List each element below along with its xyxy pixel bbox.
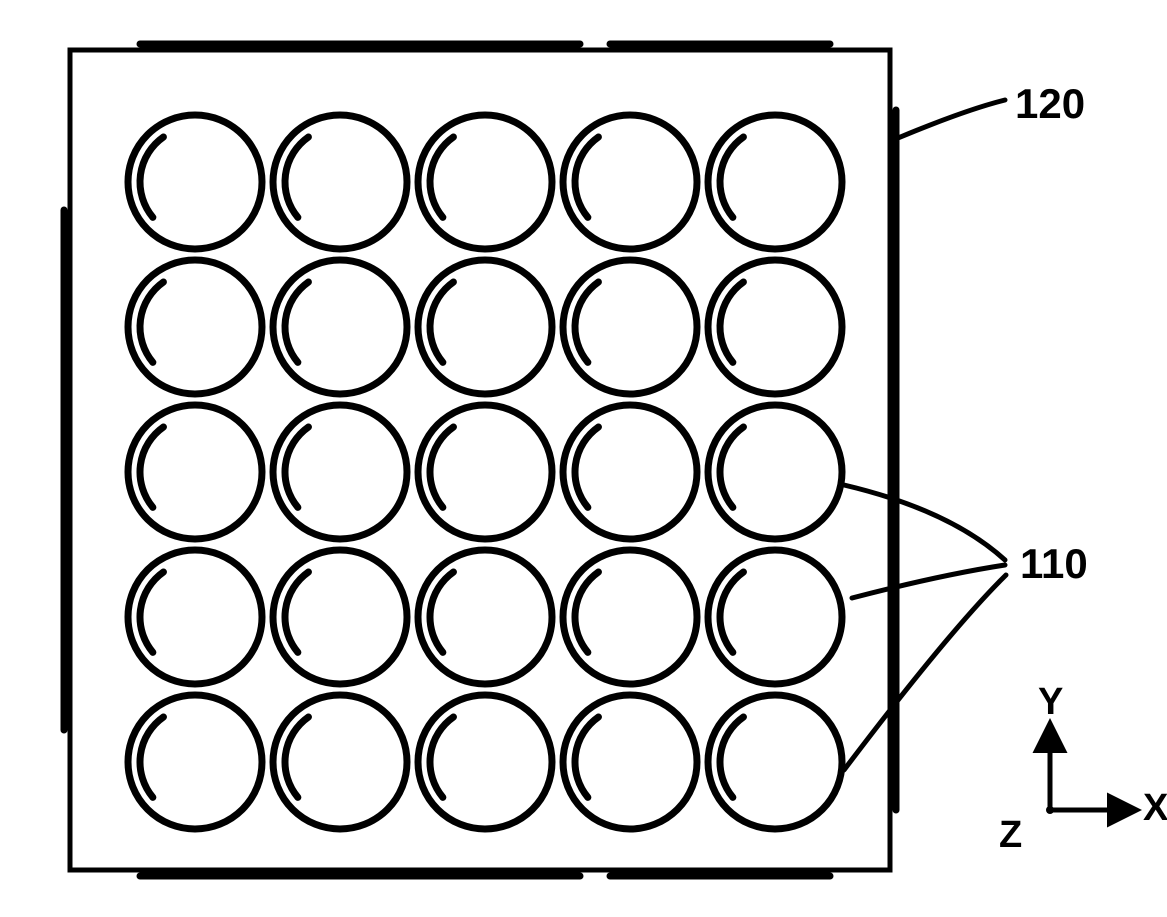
lens-highlight-arc xyxy=(430,572,453,652)
figure-canvas: 120 110 X Y Z xyxy=(20,20,1167,897)
lens-circle xyxy=(273,260,407,394)
axis-label-x: X xyxy=(1143,787,1167,830)
lens-highlight-arc xyxy=(430,137,453,217)
lens-circle xyxy=(128,550,262,684)
lens-highlight-arc xyxy=(575,282,598,362)
substrate-rect xyxy=(70,50,890,870)
lens-highlight-arc xyxy=(285,137,308,217)
lens-highlight-arc xyxy=(430,427,453,507)
callout-leader-lens-2 xyxy=(844,575,1006,770)
lens-highlight-arc xyxy=(285,427,308,507)
lens-circle xyxy=(418,550,552,684)
lens-highlight-arc xyxy=(140,717,163,797)
lens-circle xyxy=(708,115,842,249)
lens-highlight-arc xyxy=(430,282,453,362)
lens-circle xyxy=(128,260,262,394)
figure-svg xyxy=(20,20,1167,897)
lens-highlight-arc xyxy=(140,427,163,507)
lens-highlight-arc xyxy=(140,137,163,217)
callout-leader-lens-0 xyxy=(844,485,1005,560)
lens-highlight-arc xyxy=(575,572,598,652)
lens-circle xyxy=(273,115,407,249)
lens-highlight-arc xyxy=(575,717,598,797)
lens-highlight-arc xyxy=(285,282,308,362)
lens-highlight-arc xyxy=(720,717,743,797)
lens-circle xyxy=(708,550,842,684)
lens-highlight-arc xyxy=(575,427,598,507)
lens-circle xyxy=(128,695,262,829)
lens-circle xyxy=(563,115,697,249)
lens-circle xyxy=(708,695,842,829)
lens-highlight-arc xyxy=(140,572,163,652)
axis-origin-dot xyxy=(1046,806,1054,814)
axis-label-z: Z xyxy=(999,814,1022,857)
lens-circle xyxy=(563,405,697,539)
lens-circle xyxy=(128,405,262,539)
lens-circle xyxy=(563,695,697,829)
lens-circle xyxy=(273,695,407,829)
lens-circle xyxy=(128,115,262,249)
callout-leader-lens-1 xyxy=(852,565,1005,598)
lens-highlight-arc xyxy=(720,572,743,652)
lens-circle xyxy=(418,115,552,249)
lens-highlight-arc xyxy=(140,282,163,362)
lens-circle xyxy=(563,260,697,394)
lens-highlight-arc xyxy=(430,717,453,797)
lens-circle xyxy=(708,260,842,394)
lens-circle xyxy=(563,550,697,684)
lens-circle xyxy=(273,550,407,684)
axis-label-y: Y xyxy=(1038,681,1063,724)
lens-highlight-arc xyxy=(720,137,743,217)
lens-highlight-arc xyxy=(575,137,598,217)
callout-leader-substrate xyxy=(898,100,1005,138)
callout-label-lens: 110 xyxy=(1020,540,1088,588)
lens-circle xyxy=(418,695,552,829)
lens-circle xyxy=(418,405,552,539)
lens-circle xyxy=(418,260,552,394)
lens-circle xyxy=(708,405,842,539)
lens-highlight-arc xyxy=(285,717,308,797)
lens-highlight-arc xyxy=(720,427,743,507)
lens-highlight-arc xyxy=(720,282,743,362)
callout-label-substrate: 120 xyxy=(1015,80,1085,128)
lens-circle xyxy=(273,405,407,539)
lens-highlight-arc xyxy=(285,572,308,652)
